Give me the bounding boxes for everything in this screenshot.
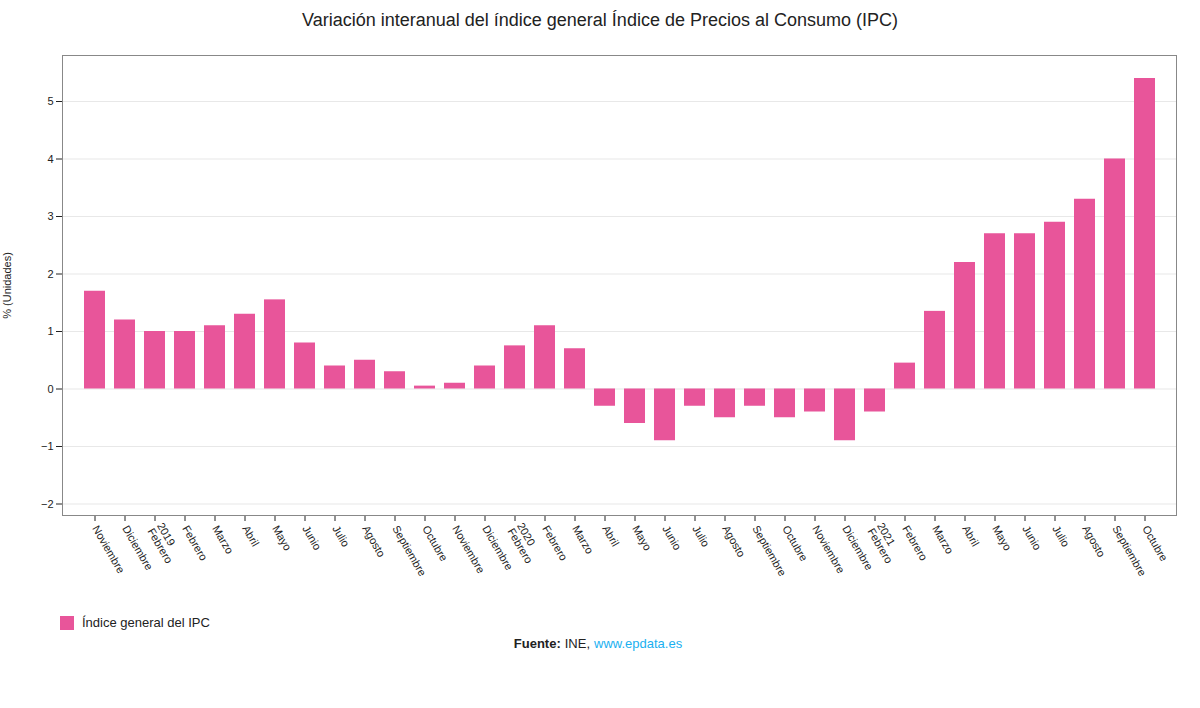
svg-text:Abril: Abril [600,523,621,548]
svg-text:Marzo: Marzo [930,523,956,555]
svg-text:Noviembre: Noviembre [810,523,848,576]
svg-text:Junio: Junio [300,523,324,552]
svg-text:Agosto: Agosto [1080,523,1108,559]
svg-text:Abril: Abril [960,523,981,548]
svg-text:5: 5 [47,95,53,107]
svg-text:Mayo: Mayo [990,523,1014,552]
svg-text:Julio: Julio [690,523,712,549]
svg-text:Julio: Julio [330,523,352,549]
svg-text:Abril: Abril [240,523,261,548]
svg-text:2: 2 [47,268,53,280]
svg-text:% (Unidades): % (Unidades) [1,252,13,319]
svg-text:Diciembre: Diciembre [120,523,156,573]
svg-text:Noviembre: Noviembre [450,523,488,576]
html-text:Fuente: INE, www.epdata.es: Fuente: INE, www.epdata.es [513,636,683,651]
svg-text:Diciembre: Diciembre [480,523,516,573]
svg-text:Mayo: Mayo [630,523,654,552]
svg-text:Noviembre: Noviembre [90,523,128,576]
svg-text:Mayo: Mayo [270,523,294,552]
svg-text:Octubre: Octubre [780,523,810,563]
svg-text:Febrero: Febrero [900,523,930,562]
svg-text:Marzo: Marzo [210,523,236,555]
svg-text:4: 4 [47,153,53,165]
html-text:Variación interanual del índic: Variación interanual del índice general … [302,10,898,30]
svg-text:Diciembre: Diciembre [840,523,876,573]
svg-text:Junio: Junio [1020,523,1044,552]
svg-text:Junio: Junio [660,523,684,552]
svg-text:Agosto: Agosto [360,523,388,559]
svg-text:0: 0 [47,383,53,395]
svg-text:Febrero: Febrero [180,523,210,562]
svg-text:−1: −1 [41,440,54,452]
svg-text:2021Febrero: 2021Febrero [865,521,904,566]
svg-text:2020Febrero: 2020Febrero [505,521,544,566]
svg-text:Octubre: Octubre [420,523,450,563]
svg-text:Septiembre: Septiembre [390,523,429,578]
svg-text:Marzo: Marzo [570,523,596,555]
svg-text:Febrero: Febrero [540,523,570,562]
svg-text:Septiembre: Septiembre [750,523,789,578]
svg-text:Julio: Julio [1050,523,1072,549]
svg-text:Agosto: Agosto [720,523,748,559]
svg-text:1: 1 [47,325,53,337]
svg-text:3: 3 [47,210,53,222]
html-text:Índice general del IPC: Índice general del IPC [82,615,210,630]
svg-text:−2: −2 [41,498,54,510]
svg-text:2019Febrero: 2019Febrero [145,521,184,566]
svg-text:Septiembre: Septiembre [1110,523,1149,578]
svg-text:Octubre: Octubre [1140,523,1170,563]
